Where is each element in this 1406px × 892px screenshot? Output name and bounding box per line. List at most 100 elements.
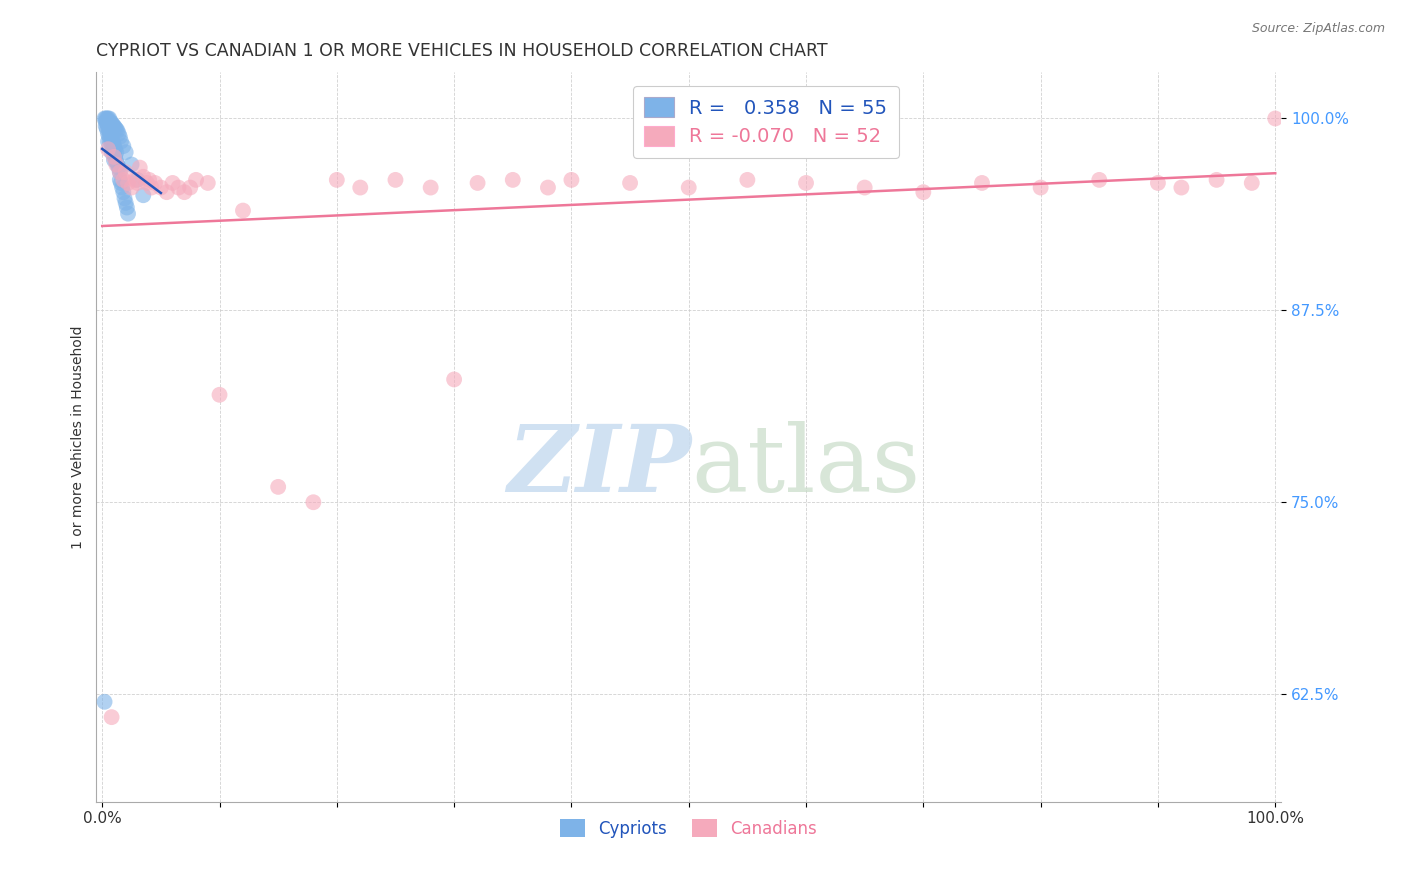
Point bbox=[97, 119, 120, 133]
Point bbox=[98, 112, 121, 126]
Point bbox=[1088, 173, 1111, 187]
Point bbox=[114, 145, 136, 160]
Point bbox=[100, 710, 122, 724]
Point bbox=[104, 150, 127, 164]
Point bbox=[173, 185, 195, 199]
Point bbox=[103, 137, 125, 152]
Point bbox=[232, 203, 254, 218]
Point bbox=[1147, 176, 1170, 190]
Point bbox=[128, 161, 150, 175]
Y-axis label: 1 or more Vehicles in Household: 1 or more Vehicles in Household bbox=[72, 326, 86, 549]
Point bbox=[103, 119, 125, 133]
Point bbox=[101, 142, 124, 156]
Point bbox=[124, 173, 146, 187]
Text: ZIP: ZIP bbox=[506, 421, 692, 511]
Point bbox=[105, 157, 128, 171]
Point bbox=[141, 180, 163, 194]
Point bbox=[96, 122, 118, 136]
Point bbox=[114, 195, 136, 210]
Point bbox=[560, 173, 582, 187]
Point bbox=[101, 135, 124, 149]
Point bbox=[302, 495, 325, 509]
Point bbox=[117, 176, 139, 190]
Point bbox=[96, 116, 118, 130]
Point bbox=[912, 185, 935, 199]
Point bbox=[138, 173, 160, 187]
Point bbox=[115, 201, 138, 215]
Point bbox=[100, 145, 122, 160]
Point bbox=[121, 180, 143, 194]
Point bbox=[114, 165, 136, 179]
Point bbox=[149, 180, 172, 194]
Point bbox=[794, 176, 817, 190]
Point bbox=[1264, 112, 1286, 126]
Point bbox=[97, 127, 120, 141]
Point bbox=[184, 173, 207, 187]
Point bbox=[112, 185, 135, 199]
Point bbox=[104, 142, 127, 156]
Point bbox=[443, 372, 465, 386]
Point bbox=[467, 176, 489, 190]
Point bbox=[103, 145, 125, 160]
Point bbox=[384, 173, 406, 187]
Point bbox=[100, 137, 122, 152]
Point bbox=[132, 169, 155, 184]
Legend: Cypriots, Canadians: Cypriots, Canadians bbox=[554, 813, 824, 845]
Point bbox=[162, 176, 184, 190]
Point bbox=[127, 176, 149, 190]
Point bbox=[208, 388, 231, 402]
Point bbox=[1205, 173, 1227, 187]
Point bbox=[103, 150, 125, 164]
Point bbox=[108, 165, 131, 179]
Point bbox=[103, 153, 125, 167]
Point bbox=[107, 124, 129, 138]
Point bbox=[326, 173, 349, 187]
Point bbox=[94, 112, 117, 126]
Point bbox=[112, 173, 135, 187]
Point bbox=[108, 165, 131, 179]
Point bbox=[93, 695, 115, 709]
Point bbox=[537, 180, 560, 194]
Point bbox=[93, 112, 115, 126]
Point bbox=[100, 129, 122, 144]
Point bbox=[111, 180, 134, 194]
Point bbox=[349, 180, 371, 194]
Point bbox=[143, 176, 166, 190]
Point bbox=[114, 191, 136, 205]
Point bbox=[107, 161, 129, 175]
Point bbox=[127, 173, 149, 187]
Point bbox=[135, 176, 157, 190]
Point bbox=[1240, 176, 1263, 190]
Point bbox=[156, 185, 179, 199]
Point bbox=[100, 116, 122, 130]
Point bbox=[100, 114, 122, 128]
Point bbox=[97, 112, 120, 126]
Point bbox=[132, 188, 155, 202]
Point bbox=[117, 207, 139, 221]
Point bbox=[97, 135, 120, 149]
Point bbox=[112, 139, 135, 153]
Point bbox=[110, 135, 132, 149]
Point bbox=[107, 157, 129, 171]
Point bbox=[619, 176, 641, 190]
Point bbox=[267, 480, 290, 494]
Point bbox=[101, 118, 124, 132]
Point bbox=[1029, 180, 1052, 194]
Point bbox=[108, 173, 131, 187]
Point bbox=[110, 176, 132, 190]
Point bbox=[100, 127, 122, 141]
Point bbox=[121, 157, 143, 171]
Point bbox=[105, 122, 128, 136]
Point bbox=[104, 120, 127, 135]
Point bbox=[179, 180, 201, 194]
Point bbox=[419, 180, 441, 194]
Text: CYPRIOT VS CANADIAN 1 OR MORE VEHICLES IN HOUSEHOLD CORRELATION CHART: CYPRIOT VS CANADIAN 1 OR MORE VEHICLES I… bbox=[97, 42, 828, 60]
Point bbox=[96, 112, 118, 126]
Point bbox=[94, 114, 117, 128]
Point bbox=[197, 176, 219, 190]
Point bbox=[100, 135, 122, 149]
Point bbox=[502, 173, 524, 187]
Point bbox=[98, 129, 121, 144]
Point bbox=[107, 127, 129, 141]
Point bbox=[853, 180, 876, 194]
